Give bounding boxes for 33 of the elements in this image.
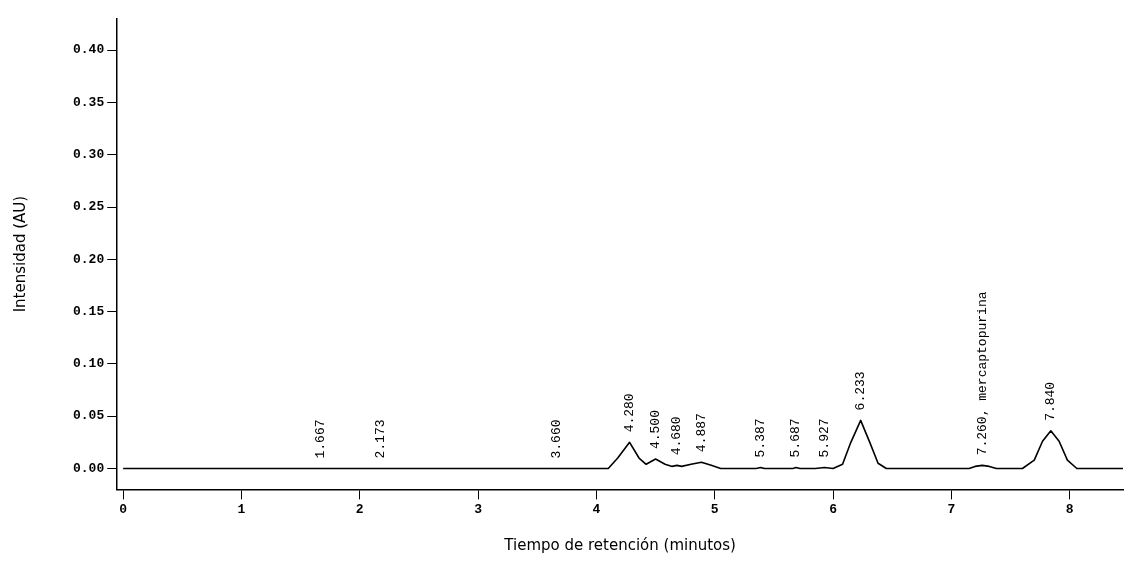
annotation: 7.840 <box>1043 381 1059 421</box>
x-tick-label: 4 <box>592 502 601 518</box>
x-tick-label: 1 <box>237 502 246 518</box>
x-tick-label: 7 <box>947 502 956 518</box>
y-tick-label: 0.20 <box>72 251 105 267</box>
y-tick-label: 0.30 <box>72 147 105 163</box>
y-tick-label: 0.35 <box>72 94 105 110</box>
x-tick-label: 3 <box>474 502 483 518</box>
annotation: 4.280 <box>622 393 638 433</box>
annotation: 5.387 <box>753 418 768 458</box>
y-tick-label: 0.15 <box>72 303 105 319</box>
y-axis-title: Intensidad (AU) <box>10 195 29 313</box>
x-tick-label: 6 <box>829 502 838 518</box>
annotation: 5.927 <box>816 418 832 458</box>
annotation: 5.687 <box>788 418 804 458</box>
y-tick-label: 0.40 <box>72 42 105 58</box>
y-tick-label: 0.25 <box>72 199 105 215</box>
y-tick-label: 0.05 <box>72 408 105 424</box>
annotation: 4.500 <box>648 410 664 450</box>
annotation: 1.667 <box>312 419 328 459</box>
x-axis-title: Tiempo de retención (minutos) <box>503 535 736 554</box>
x-tick-label: 2 <box>355 502 364 518</box>
y-tick-label: 0.10 <box>72 356 105 372</box>
annotation: 3.660 <box>548 419 564 459</box>
annotation: 7.260, mercaptopurina <box>974 291 990 456</box>
annotation: 2.173 <box>372 419 388 459</box>
x-tick-label: 0 <box>119 502 128 518</box>
x-tick-label: 8 <box>1065 502 1074 518</box>
annotation: 4.680 <box>669 416 685 456</box>
y-tick-label: 0.00 <box>72 460 105 476</box>
annotation: 6.233 <box>853 371 869 411</box>
x-tick-label: 5 <box>710 502 719 518</box>
annotation: 4.887 <box>693 413 709 453</box>
